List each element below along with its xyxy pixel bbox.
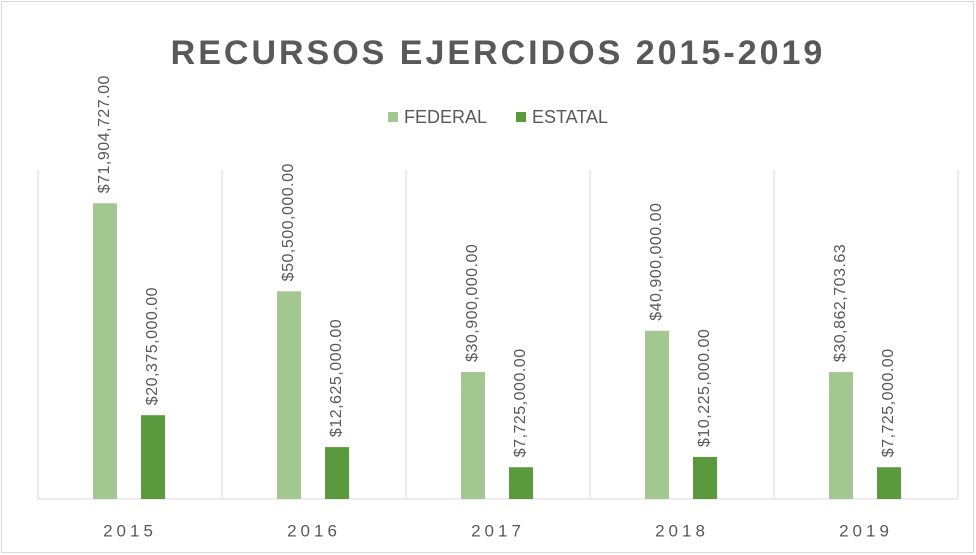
x-tick-label: 2019 xyxy=(839,521,893,540)
chart-title: RECURSOS EJERCIDOS 2015-2019 xyxy=(171,34,826,72)
data-label: $7,725,000.00 xyxy=(512,348,529,457)
bar xyxy=(509,467,533,499)
data-label: $20,375,000.00 xyxy=(144,287,161,405)
data-label: $30,862,703.63 xyxy=(832,244,849,362)
data-label: $30,900,000.00 xyxy=(464,244,481,362)
x-tick-label: 2016 xyxy=(287,521,341,540)
legend-label: ESTATAL xyxy=(532,107,608,127)
legend-swatch xyxy=(388,112,398,122)
bar xyxy=(461,371,485,499)
data-label: $50,500,000.00 xyxy=(280,163,297,281)
x-tick-label: 2017 xyxy=(471,521,525,540)
bar xyxy=(277,291,301,499)
bar xyxy=(645,330,669,499)
data-label: $40,900,000.00 xyxy=(648,203,665,321)
x-tick-label: 2018 xyxy=(655,521,709,540)
data-label: $10,225,000.00 xyxy=(696,329,713,447)
data-label: $12,625,000.00 xyxy=(328,319,345,437)
x-tick-label: 2015 xyxy=(103,521,157,540)
bar xyxy=(829,372,853,499)
bar xyxy=(693,456,717,499)
bar xyxy=(141,415,165,499)
legend-label: FEDERAL xyxy=(404,107,487,127)
legend-swatch xyxy=(516,112,526,122)
bar xyxy=(877,467,901,499)
data-label: $7,725,000.00 xyxy=(880,348,897,457)
bar xyxy=(93,203,117,499)
bar xyxy=(325,447,349,499)
data-label: $71,904,727.00 xyxy=(96,75,113,193)
